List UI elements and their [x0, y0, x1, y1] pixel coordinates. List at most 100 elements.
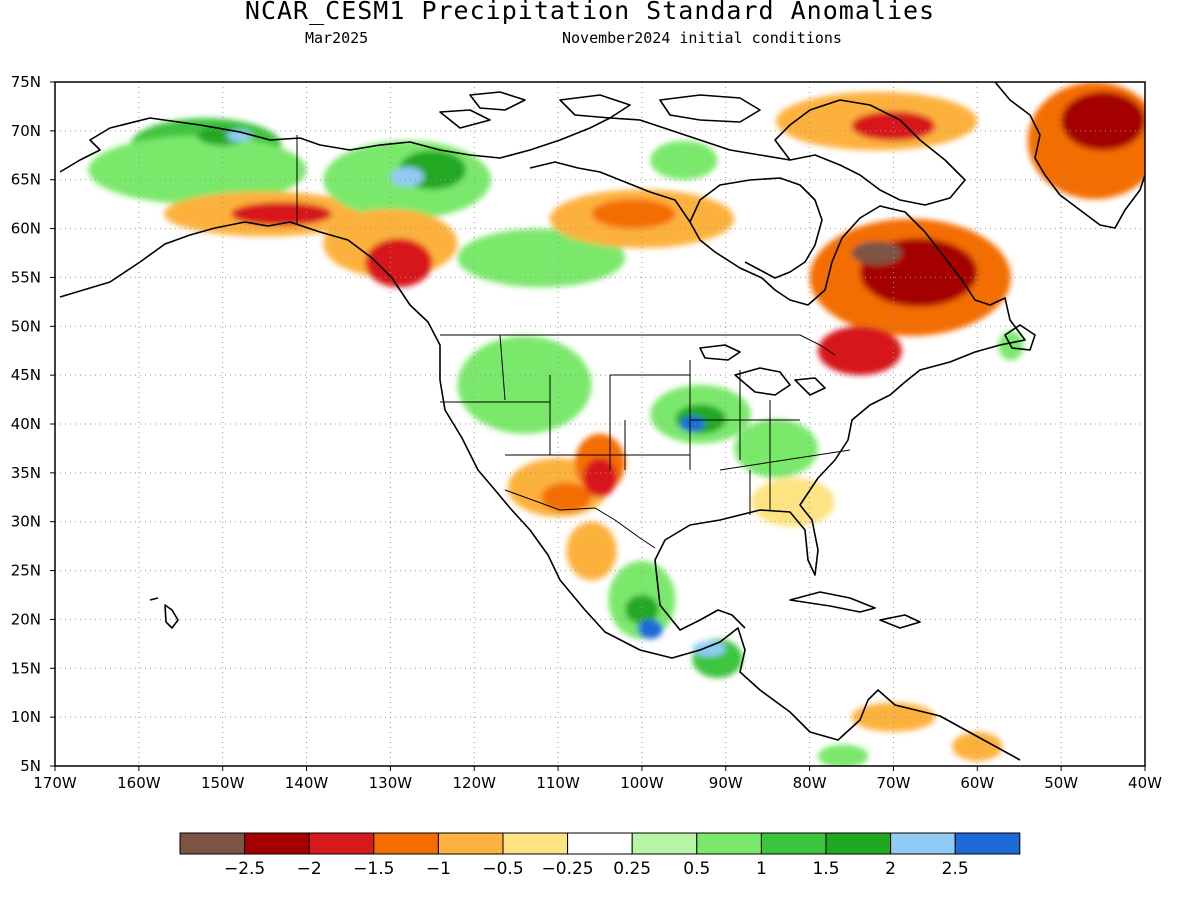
- colorbar-label: −2.5: [224, 859, 265, 879]
- colorbar-label: −1: [426, 859, 451, 879]
- lat-tick-label: 10N: [11, 708, 41, 726]
- colorbar-swatch: [373, 832, 439, 855]
- anomaly-us-west-wet: [457, 336, 592, 434]
- colorbar-swatch: [502, 832, 569, 855]
- lon-tick-label: 40W: [1128, 774, 1162, 792]
- lat-tick-label: 60N: [11, 220, 41, 238]
- colorbar-swatch: [179, 832, 246, 855]
- cuba: [789, 591, 876, 613]
- anomaly-prairies-wet: [457, 228, 626, 288]
- lat-tick-label: 65N: [11, 171, 41, 189]
- hudson-bay: [689, 177, 823, 279]
- colorbar-swatch: [308, 832, 375, 855]
- colorbar-label: 0.25: [613, 859, 651, 879]
- lon-tick-label: 110W: [536, 774, 580, 792]
- colorbar-swatch: [696, 832, 762, 855]
- anomaly-southeast-dry: [750, 477, 835, 527]
- lat-tick-label: 5N: [20, 757, 41, 775]
- anomaly-nunavut-wet: [650, 140, 718, 180]
- anomaly-quebec-dry: [818, 326, 902, 376]
- lat-tick-label: 30N: [11, 513, 41, 531]
- graticule: [55, 82, 1145, 766]
- lon-tick-label: 130W: [369, 774, 413, 792]
- axes: 170W 160W 150W 140W 130W 120W 110W 100W 90W 80W 70…: [11, 73, 1162, 792]
- anomaly-alaska-central-wet: [88, 135, 307, 205]
- colorbar-swatch: [890, 832, 956, 855]
- coastlines: [59, 82, 1145, 761]
- lon-tick-label: 100W: [620, 774, 664, 792]
- map-title: NCAR_CESM1 Precipitation Standard Anomal…: [244, 0, 936, 25]
- colorbar-swatch: [825, 832, 892, 855]
- lat-tick-label: 25N: [11, 562, 41, 580]
- colorbar-label: −2: [297, 859, 322, 879]
- colorbar-swatch: [760, 832, 827, 855]
- colorbar-label: −1.5: [353, 859, 394, 879]
- init-conditions-label: November2024 initial conditions: [562, 29, 842, 47]
- arctic-islands: [439, 91, 761, 129]
- anomaly-guyana-dry: [952, 731, 1003, 762]
- colorbar-label: −0.5: [482, 859, 523, 879]
- political-boundaries: [296, 135, 851, 549]
- lon-tick-label: 80W: [793, 774, 827, 792]
- colorbar-label: 2: [885, 859, 896, 879]
- lon-tick-label: 60W: [960, 774, 994, 792]
- anomaly-yucatan-blue: [692, 640, 726, 657]
- anomaly-bc-coast-dry-core: [365, 238, 433, 288]
- anomaly-hudson-west-dry-core: [591, 199, 676, 229]
- anomaly-midwest-blue: [679, 416, 705, 432]
- lon-tick-label: 170W: [33, 774, 77, 792]
- greenland-coastline: [994, 82, 1145, 229]
- anomaly-labrador-brown: [851, 241, 902, 265]
- anomaly-us-southwest-dry-core: [541, 482, 592, 512]
- anomaly-yukon-blue: [390, 167, 424, 187]
- us-canada-border: [440, 334, 836, 356]
- lon-tick-label: 140W: [285, 774, 329, 792]
- us-mexico-border: [504, 489, 656, 549]
- valid-month-label: Mar2025: [305, 29, 369, 47]
- baffin-island: [774, 99, 966, 206]
- newfoundland: [1004, 324, 1036, 351]
- anomaly-west-mexico-dry: [566, 521, 617, 581]
- lon-tick-label: 160W: [117, 774, 161, 792]
- anomaly-field: [88, 82, 1145, 766]
- colorbar-swatch: [437, 832, 504, 855]
- north-america-coastline: [59, 221, 1021, 761]
- anomaly-mexico-wet-core: [625, 595, 659, 625]
- lat-tick-label: 50N: [11, 317, 41, 335]
- anomaly-southern-plains-dry-core: [583, 458, 617, 498]
- colorbar: −2.5 −2 −1.5 −1 −0.5 −0.25 0.25 0.5 1 1.5 2 2.5: [179, 832, 1021, 879]
- colorbar-label: 1.5: [812, 859, 839, 879]
- anomaly-alaska-south-dry-core: [231, 202, 332, 226]
- colorbar-swatch: [631, 832, 698, 855]
- arctic-coastline: [59, 117, 791, 173]
- us-state-lines: [440, 334, 851, 515]
- anomaly-mexico-blue: [637, 619, 663, 639]
- lat-tick-label: 20N: [11, 610, 41, 628]
- lat-tick-label: 70N: [11, 122, 41, 140]
- gulf-coast: [529, 161, 1026, 631]
- anomaly-ohio-valley-wet: [734, 419, 818, 478]
- anomaly-baffin-dry-core: [851, 111, 936, 141]
- lat-tick-label: 40N: [11, 415, 41, 433]
- hispaniola: [879, 614, 921, 629]
- lon-tick-label: 70W: [877, 774, 911, 792]
- lon-tick-label: 150W: [201, 774, 245, 792]
- lon-tick-label: 50W: [1044, 774, 1078, 792]
- great-lakes: [699, 344, 826, 396]
- lon-tick-label: 120W: [452, 774, 496, 792]
- colorbar-label: 1: [756, 859, 767, 879]
- lat-tick-label: 45N: [11, 366, 41, 384]
- lat-tick-label: 75N: [11, 73, 41, 91]
- lat-tick-label: 55N: [11, 268, 41, 286]
- colorbar-label: −0.25: [542, 859, 594, 879]
- colorbar-label: 0.5: [683, 859, 710, 879]
- anomaly-greenland-dry-core: [1061, 91, 1145, 151]
- colorbar-swatch: [244, 832, 310, 855]
- anomaly-colombia-wet: [818, 744, 869, 766]
- colorbar-swatch: [567, 832, 633, 855]
- colorbar-label: 2.5: [942, 859, 969, 879]
- lat-tick-label: 15N: [11, 659, 41, 677]
- lon-tick-label: 90W: [709, 774, 743, 792]
- hawaii: [149, 597, 179, 629]
